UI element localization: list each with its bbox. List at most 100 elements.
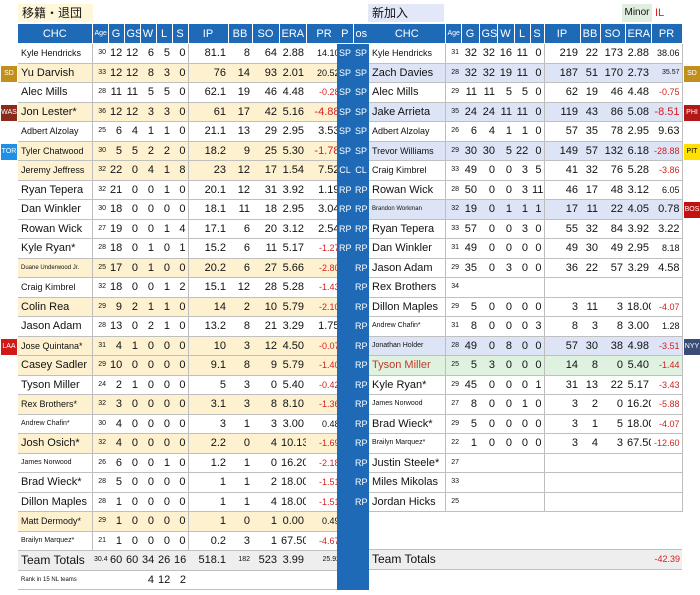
table-row[interactable]: Ryan Tepera 32 21 0 0 1 0 20.1 12 31 3.92 1.19 <box>18 180 343 200</box>
col-header[interactable]: Age <box>445 24 462 44</box>
stat-age: 31 <box>445 316 461 337</box>
col-header[interactable]: IP <box>188 24 229 44</box>
col-header[interactable]: PR <box>306 24 343 44</box>
stat-gs: 0 <box>124 219 140 239</box>
col-header[interactable]: BB <box>580 24 601 44</box>
col-header[interactable]: G <box>461 24 480 44</box>
table-row[interactable]: Jason Adam 28 13 0 2 1 0 13.2 8 21 3.29 1.75 <box>18 316 343 337</box>
table-row[interactable]: Brad Wieck* 28 5 0 0 0 0 1 1 2 18.00 -1.51 <box>18 472 343 493</box>
col-header[interactable]: W <box>140 24 157 44</box>
col-header[interactable]: GS <box>479 24 498 44</box>
rank-bb <box>228 570 252 590</box>
table-row[interactable]: Rex Brothers* 32 3 0 0 0 0 3.1 3 8 8.10 -1.36 <box>18 394 343 415</box>
col-header[interactable]: PR <box>651 24 683 44</box>
table-row[interactable]: Brandon Workman 32 19 0 1 1 1 17 11 22 4.05 0.78 <box>369 199 683 220</box>
col-header[interactable]: CHC <box>18 24 93 44</box>
player-name: Dillon Maples <box>369 297 446 317</box>
table-row[interactable]: Ryan Tepera 33 57 0 0 3 0 55 32 84 3.92 3.22 <box>369 219 683 239</box>
table-row[interactable]: Jon Lester* 36 12 12 3 3 0 61 17 42 5.16 -4.88 <box>18 102 343 122</box>
stat-bb: 11 <box>580 199 600 220</box>
table-row[interactable]: Kyle Hendricks 31 32 32 16 11 0 219 22 173 2.88 38.… <box>369 43 683 64</box>
table-row[interactable]: Andrew Chafin* 30 4 0 0 0 0 3 1 3 3.00 0.48 <box>18 414 343 434</box>
table-row[interactable]: Casey Sadler 29 10 0 0 0 0 9.1 8 9 5.79 -1.40 <box>18 355 343 376</box>
table-row[interactable]: Dillon Maples 28 1 0 0 0 0 1 1 4 18.00 -1.51 <box>18 492 343 512</box>
col-header[interactable]: ERA <box>279 24 307 44</box>
position-cell: RP <box>353 394 369 415</box>
table-row[interactable]: Dan Winkler 31 49 0 0 0 0 49 30 49 2.95 8.18 <box>369 238 683 259</box>
col-header[interactable]: L <box>514 24 531 44</box>
stat-ip: 0.2 <box>188 531 228 551</box>
table-row[interactable]: Justin Steele* 27 <box>369 453 683 473</box>
total-pr: 25.92 <box>306 550 342 571</box>
table-row[interactable]: Kyle Hendricks 30 12 12 6 5 0 81.1 8 64 2.88 14.10 <box>18 43 343 64</box>
stat-age: 34 <box>445 277 461 298</box>
col-header[interactable]: P <box>337 24 354 44</box>
table-row[interactable]: Tyson Miller 25 5 3 0 0 0 14 8 0 5.40 -1.44 <box>369 355 683 376</box>
table-row[interactable]: Andrew Chafin* 31 8 0 0 0 3 8 3 8 3.00 1.28 <box>369 316 683 337</box>
col-header[interactable]: CHC <box>369 24 446 44</box>
rank-pr <box>306 570 342 590</box>
col-header[interactable]: S <box>530 24 545 44</box>
table-row[interactable]: Jonathan Holder 28 49 0 8 0 0 57 30 38 4.98 -3.51 <box>369 336 683 356</box>
col-header[interactable]: SO <box>600 24 626 44</box>
stat-so: 3 <box>600 297 625 317</box>
table-row[interactable]: Colin Rea 29 9 2 1 1 0 14 2 10 5.79 -2.10 <box>18 297 343 317</box>
stat-so: 9 <box>252 355 279 376</box>
stat-ip <box>544 492 580 512</box>
table-row[interactable]: Dan Winkler 30 18 0 0 0 0 18.1 11 18 2.95 3.04 <box>18 199 343 220</box>
player-name: Tyson Miller <box>18 375 93 395</box>
stat-ip: 76 <box>188 63 228 83</box>
col-header[interactable]: L <box>156 24 173 44</box>
col-header[interactable]: S <box>172 24 189 44</box>
table-row[interactable]: Jordan Hicks 25 <box>369 492 683 512</box>
col-header[interactable]: SO <box>252 24 280 44</box>
table-row[interactable]: Rowan Wick 27 19 0 0 1 4 17.1 6 20 3.12 2.54 <box>18 219 343 239</box>
table-row[interactable]: Craig Kimbrel 32 18 0 0 1 2 15.1 12 28 5.28 -1.43 <box>18 277 343 298</box>
table-row[interactable]: Trevor Williams 29 30 30 5 22 0 149 57 132 6.18 -28… <box>369 141 683 161</box>
table-row[interactable]: Adbert Alzolay 26 6 4 1 1 0 57 35 78 2.95 9.63 <box>369 121 683 142</box>
table-row[interactable]: Kyle Ryan* 29 45 0 0 0 1 31 13 22 5.17 -3.43 <box>369 375 683 395</box>
position-cell: RP <box>353 219 369 239</box>
stat-era: 16.20 <box>279 453 306 473</box>
stat-ip: 18.2 <box>188 141 228 161</box>
table-row[interactable]: Tyler Chatwood 30 5 5 2 2 0 18.2 9 25 5.30 -1.78 <box>18 141 343 161</box>
table-row[interactable]: Rowan Wick 28 50 0 0 3 11 46 17 48 3.12 6.05 <box>369 180 683 200</box>
stat-s: 0 <box>530 414 545 434</box>
table-row[interactable]: Duane Underwood Jr. 25 17 0 1 0 0 20.2 6 27 5.66 -2… <box>18 258 343 278</box>
stat-gs: 5 <box>124 141 140 161</box>
table-row[interactable]: Brailyn Marquez* 21 1 0 0 0 0 0.2 3 1 67.50 -4.67 <box>18 531 343 551</box>
table-row[interactable]: Alec Mills 29 11 11 5 5 0 62 19 46 4.48 -0.75 <box>369 82 683 103</box>
table-row[interactable]: James Norwood 26 6 0 0 1 0 1.2 1 0 16.20 -2.18 <box>18 453 343 473</box>
table-row[interactable]: Jake Arrieta 35 24 24 11 11 0 119 43 86 5.08 -8.51 <box>369 102 683 122</box>
stat-age: 28 <box>92 316 108 337</box>
col-header[interactable]: Age <box>92 24 109 44</box>
table-row[interactable]: Alec Mills 28 11 11 5 5 0 62.1 19 46 4.48 -0.28 <box>18 82 343 103</box>
col-header[interactable]: BB <box>228 24 253 44</box>
table-row[interactable]: Craig Kimbrel 33 49 0 0 3 5 41 32 76 5.28 -3.86 <box>369 160 683 181</box>
col-header[interactable]: os <box>353 24 370 44</box>
total-w <box>497 549 514 570</box>
stat-era: 5.08 <box>625 102 651 122</box>
table-row[interactable]: Adbert Alzolay 25 6 4 1 1 0 21.1 13 29 2.95 3.53 <box>18 121 343 142</box>
table-row[interactable]: Rex Brothers 34 <box>369 277 683 298</box>
table-row[interactable]: Miles Mikolas 33 <box>369 472 683 493</box>
col-header[interactable]: W <box>497 24 515 44</box>
table-row[interactable]: Jose Quintana* 31 4 1 0 0 0 10 3 12 4.50 -0.07 <box>18 336 343 356</box>
table-row[interactable]: Kyle Ryan* 28 18 0 1 0 1 15.2 6 11 5.17 -1.27 <box>18 238 343 259</box>
table-row[interactable]: Matt Dermody* 29 1 0 0 0 0 1 0 1 0.00 0.49 <box>18 511 343 532</box>
col-header[interactable]: G <box>108 24 125 44</box>
table-row[interactable]: Zach Davies 28 32 32 19 11 0 187 51 170 2.73 35.57 <box>369 63 683 83</box>
col-header[interactable]: IP <box>544 24 581 44</box>
col-header[interactable]: ERA <box>625 24 652 44</box>
table-row[interactable]: Yu Darvish 33 12 12 8 3 0 76 14 93 2.01 20.52 <box>18 63 343 83</box>
table-row[interactable]: Tyson Miller 24 2 1 0 0 0 5 3 0 5.40 -0.42 <box>18 375 343 395</box>
stat-l: 2 <box>156 141 172 161</box>
table-row[interactable]: Josh Osich* 32 4 0 0 0 0 2.2 0 4 10.13 -1.69 <box>18 433 343 454</box>
table-row[interactable]: Jeremy Jeffress 32 22 0 4 1 8 23 12 17 1.54 7.52 <box>18 160 343 181</box>
table-row[interactable]: Jason Adam 29 35 0 3 0 0 36 22 57 3.29 4.58 <box>369 258 683 278</box>
col-header[interactable]: GS <box>124 24 141 44</box>
